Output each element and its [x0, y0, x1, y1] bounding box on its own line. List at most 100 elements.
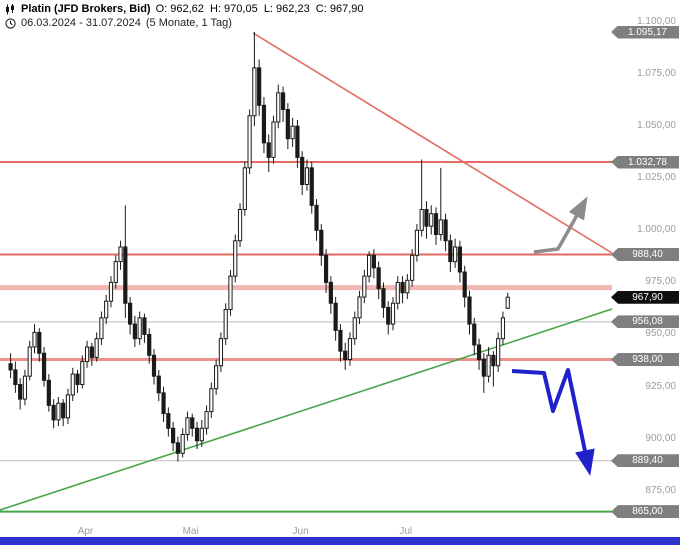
candle: [194, 421, 200, 450]
candle: [94, 332, 99, 362]
candle: [46, 374, 51, 412]
candle: [8, 353, 13, 379]
candle: [362, 269, 367, 304]
x-axis-month-label: Mai: [182, 526, 199, 537]
candle: [376, 261, 381, 300]
candle: [27, 340, 32, 381]
candle: [323, 249, 329, 293]
candle: [257, 59, 262, 116]
candle: [132, 315, 137, 347]
candle: [180, 428, 185, 458]
candle: [84, 340, 90, 368]
candle: [22, 369, 28, 406]
candle: [414, 224, 419, 262]
candle: [304, 159, 310, 191]
candle: [233, 234, 238, 283]
candle: [448, 234, 453, 272]
candle: [271, 115, 276, 164]
candle: [410, 249, 415, 287]
candle: [352, 311, 357, 345]
candle: [171, 421, 176, 452]
candle: [285, 103, 290, 150]
clock-icon: [5, 17, 16, 29]
candle: [505, 292, 510, 310]
candle: [108, 276, 114, 308]
candle: [486, 346, 491, 383]
candle: [429, 205, 434, 235]
candle: [247, 109, 252, 175]
candle: [333, 296, 338, 341]
candle: [438, 167, 443, 241]
candle: [261, 96, 267, 154]
candle: [65, 388, 71, 425]
timeline-scrollbar[interactable]: [0, 537, 680, 545]
candle: [113, 255, 118, 289]
candle: [147, 328, 152, 364]
candle: [18, 378, 23, 410]
date-range: 06.03.2024 - 31.07.2024: [21, 17, 141, 29]
candle: [347, 332, 353, 366]
candle: [218, 332, 224, 372]
candle: [223, 303, 228, 345]
descending-trendline[interactable]: [252, 32, 613, 254]
candle: [457, 240, 463, 283]
candle: [371, 249, 376, 279]
candle: [476, 338, 482, 370]
candle: [367, 251, 372, 283]
bullish-projection-arrow[interactable]: [533, 196, 588, 254]
candle: [386, 301, 391, 335]
x-axis-month-label: Apr: [77, 526, 94, 537]
candle: [89, 342, 94, 366]
candle: [419, 159, 424, 237]
candle: [175, 436, 181, 462]
candle: [309, 161, 314, 214]
candle: [61, 399, 66, 427]
candle: [161, 386, 166, 422]
candle: [400, 276, 405, 304]
candle: [343, 342, 348, 370]
candle: [472, 317, 477, 356]
candle: [290, 117, 295, 147]
candle: [199, 419, 204, 447]
candle: [166, 407, 171, 437]
candle: [128, 296, 133, 335]
candle: [37, 328, 42, 362]
candle: [252, 31, 257, 127]
x-axis-month-label: Jun: [292, 526, 309, 537]
candlestick-chart-icon: [5, 3, 16, 15]
candle: [204, 405, 209, 435]
candle: [118, 240, 123, 270]
candle: [357, 290, 362, 325]
candle: [104, 294, 109, 325]
candle: [75, 369, 80, 393]
candle: [300, 151, 305, 195]
ascending-trendline[interactable]: [0, 308, 613, 511]
candle: [266, 134, 271, 172]
candle: [462, 265, 467, 308]
candle: [481, 353, 486, 393]
candle: [443, 213, 448, 252]
candle: [424, 201, 429, 239]
candle: [13, 361, 18, 393]
candle: [142, 313, 147, 343]
candle: [319, 224, 324, 266]
candle: [433, 207, 439, 245]
period-label: (5 Monate, 1 Tag): [145, 17, 232, 29]
candle: [467, 290, 472, 335]
candle: [214, 359, 219, 395]
x-axis-month-label: Jul: [399, 526, 413, 537]
candle: [381, 282, 386, 318]
candle: [123, 205, 128, 318]
instrument-name: Platin (JFD Brokers, Bid): [21, 3, 151, 15]
bearish-projection-arrow[interactable]: [511, 368, 595, 476]
candle: [453, 238, 458, 268]
candle: [228, 269, 233, 316]
candle: [405, 274, 410, 300]
candle: [314, 199, 319, 241]
candle: [137, 311, 142, 345]
candle: [338, 324, 343, 362]
candle: [99, 311, 104, 345]
candle: [156, 369, 161, 402]
